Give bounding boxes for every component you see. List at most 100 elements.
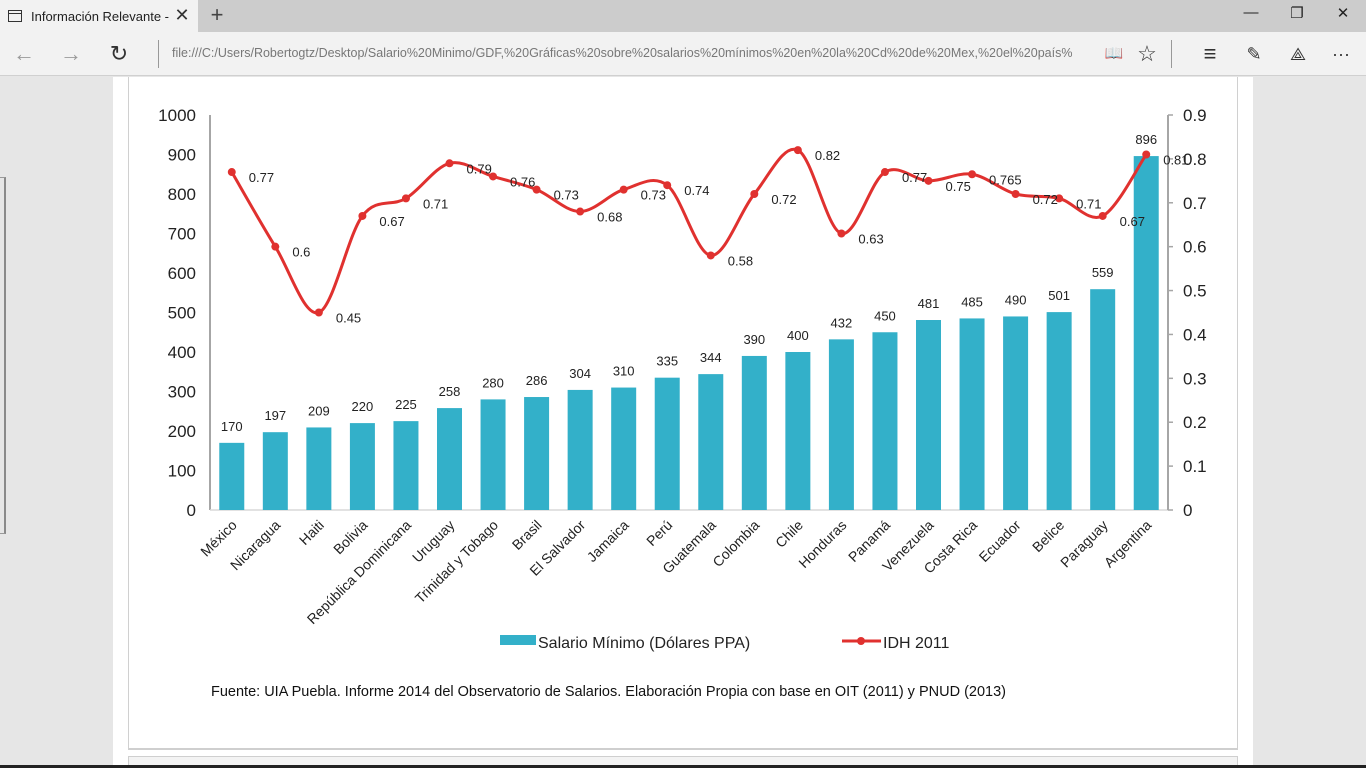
- category-label: Trinidad y Tobago: [412, 517, 502, 607]
- category-label: Jamaica: [584, 517, 632, 565]
- bar: [1090, 289, 1116, 510]
- bar-value-label: 400: [787, 328, 809, 343]
- legend-bar-swatch: [500, 635, 536, 645]
- bar: [741, 355, 767, 510]
- bar: [524, 397, 550, 510]
- idh-point: [227, 168, 236, 177]
- bar: [872, 332, 898, 510]
- restore-button[interactable]: ❐: [1290, 5, 1304, 22]
- right-tick-label: 0.7: [1183, 194, 1207, 213]
- idh-point: [1055, 194, 1064, 203]
- refresh-button[interactable]: ↻: [109, 41, 129, 66]
- idh-value-label: 0.79: [467, 161, 492, 176]
- reading-view-button[interactable]: 📖: [1104, 45, 1124, 62]
- bar-value-label: 170: [221, 419, 243, 434]
- right-tick-label: 0.2: [1183, 413, 1207, 432]
- hub-button[interactable]: ≡: [1203, 41, 1217, 66]
- minimize-button[interactable]: —: [1243, 4, 1259, 21]
- web-note-button[interactable]: ✎: [1246, 44, 1262, 64]
- category-label: Colombia: [709, 517, 762, 570]
- bar-value-label: 481: [918, 296, 940, 311]
- line-labels: 0.77 0.6 0.45 0.67 0.71 0.79 0.76 0.73 0.68 0.73 0…: [249, 148, 1189, 325]
- legend-bar-label: Salario Mínimo (Dólares PPA): [538, 635, 750, 652]
- tab-close-button[interactable]: ✕: [174, 5, 190, 25]
- left-tick-label: 700: [168, 225, 196, 244]
- bar-value-label: 258: [439, 384, 461, 399]
- bar: [262, 432, 288, 510]
- share-button[interactable]: ⟁: [1289, 44, 1307, 64]
- idh-value-label: 0.74: [684, 183, 709, 198]
- idh-point: [880, 168, 889, 177]
- left-tick-label: 600: [168, 264, 196, 283]
- left-tick-label: 500: [168, 304, 196, 323]
- page-icon: [8, 10, 22, 22]
- bar: [698, 374, 724, 510]
- category-label: Haiti: [296, 517, 327, 548]
- idh-point: [1098, 211, 1107, 220]
- left-margin: [0, 77, 113, 768]
- left-tick-label: 200: [168, 422, 196, 441]
- close-window-button[interactable]: ✕: [1336, 5, 1350, 22]
- source-note: Fuente: UIA Puebla. Informe 2014 del Obs…: [211, 684, 1006, 700]
- bar: [349, 423, 375, 510]
- idh-value-label: 0.77: [249, 170, 274, 185]
- legend: Salario Mínimo (Dólares PPA) IDH 2011: [500, 635, 950, 652]
- browser-tab[interactable]: Información Relevante - ✕: [0, 0, 198, 32]
- address-bar[interactable]: file:///C:/Users/Robertogtz/Desktop/Sala…: [172, 46, 1073, 60]
- bar: [480, 399, 506, 510]
- right-tick-label: 0.5: [1183, 282, 1207, 301]
- idh-point: [619, 185, 628, 194]
- category-label: Chile: [772, 517, 806, 551]
- idh-point: [532, 185, 541, 194]
- idh-point: [1142, 150, 1151, 159]
- bar-value-label: 450: [874, 308, 896, 323]
- bar: [611, 387, 637, 510]
- favorite-star-button[interactable]: ☆: [1137, 41, 1157, 66]
- idh-point: [837, 229, 846, 238]
- bar: [916, 320, 941, 510]
- legend-line-marker: [857, 637, 865, 645]
- bar-value-label: 209: [308, 403, 330, 418]
- right-tick-label: 0.8: [1183, 150, 1207, 169]
- bar: [1003, 316, 1029, 510]
- left-tick-label: 900: [168, 146, 196, 165]
- idh-value-label: 0.82: [815, 148, 840, 163]
- more-button[interactable]: ···: [1332, 44, 1350, 64]
- idh-point: [314, 308, 323, 317]
- bar: [567, 389, 593, 510]
- idh-value-label: 0.75: [946, 179, 971, 194]
- left-tick-label: 1000: [158, 106, 196, 125]
- left-tick-label: 800: [168, 185, 196, 204]
- idh-value-label: 0.67: [379, 214, 404, 229]
- bar-value-label: 390: [743, 332, 765, 347]
- bar-labels: 170 197 209 220 225 258 280 286 304 310 335 344 390 4…: [221, 132, 1157, 434]
- bar-value-label: 559: [1092, 265, 1114, 280]
- left-tick-label: 0: [187, 501, 196, 520]
- bar: [828, 339, 854, 510]
- new-tab-button[interactable]: +: [210, 2, 224, 27]
- bar: [785, 352, 811, 510]
- right-tick-label: 0.4: [1183, 325, 1207, 344]
- address-separator: [158, 40, 159, 68]
- back-button[interactable]: ←: [13, 41, 35, 66]
- bar-value-label: 490: [1005, 292, 1027, 307]
- idh-value-label: 0.58: [728, 253, 753, 268]
- bars: [219, 156, 1159, 510]
- category-label: Perú: [643, 517, 675, 549]
- bar-value-label: 197: [264, 408, 286, 423]
- idh-point: [576, 207, 585, 216]
- idh-value-label: 0.6: [292, 245, 310, 260]
- idh-point: [706, 251, 715, 260]
- bar-value-label: 501: [1048, 288, 1070, 303]
- idh-value-label: 0.68: [597, 210, 622, 225]
- navigation-bar: ← → ↻ file:///C:/Users/Robertogtz/Deskto…: [0, 32, 1366, 76]
- left-tick-label: 300: [168, 383, 196, 402]
- category-label: Ecuador: [976, 517, 1024, 565]
- bar-value-label: 310: [613, 364, 635, 379]
- idh-point: [489, 172, 498, 181]
- bar: [306, 427, 332, 510]
- forward-button[interactable]: →: [60, 41, 82, 66]
- idh-point: [750, 190, 759, 198]
